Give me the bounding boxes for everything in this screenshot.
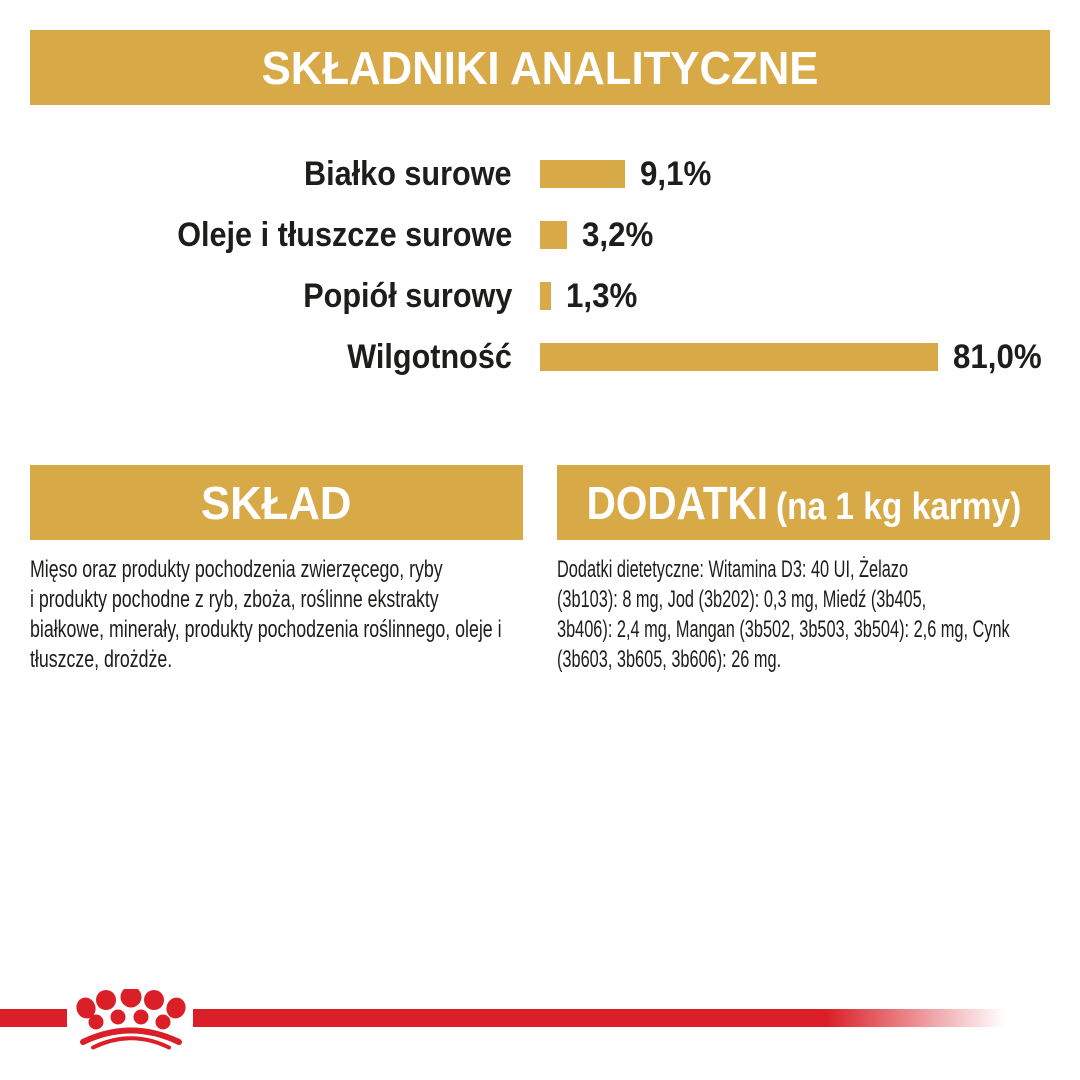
additives-body-text: Dodatki dietetyczne: Witamina D3: 40 UI,… — [557, 556, 1010, 673]
chart-category-label: Oleje i tłuszcze surowe — [176, 216, 512, 254]
composition-header-bar: SKŁAD — [30, 465, 523, 540]
chart-row: Wilgotność 81,0% — [0, 338, 1080, 376]
analytical-constituents-header-bar: SKŁADNIKI ANALITYCZNE — [30, 30, 1050, 105]
chart-category-label: Białko surowe — [304, 155, 512, 193]
chart-bar — [540, 282, 551, 310]
chart-value-label: 1,3% — [566, 277, 638, 315]
royal-canin-crown-paw-icon — [76, 989, 186, 1050]
composition-body-text: Mięso oraz produkty pochodzenia zwierzęc… — [30, 556, 502, 673]
chart-bar — [540, 343, 938, 371]
chart-value-label: 81,0% — [953, 338, 1042, 376]
analytical-constituents-title: SKŁADNIKI ANALITYCZNE — [261, 41, 819, 94]
footer-red-stripe-right — [193, 1009, 1005, 1027]
chart-value-label: 9,1% — [640, 155, 712, 193]
chart-row: Popiół surowy 1,3% — [0, 277, 1080, 315]
chart-category-label: Wilgotność — [347, 338, 512, 376]
additives-title-main: DODATKI — [586, 476, 768, 529]
chart-bar — [540, 160, 625, 188]
additives-header-bar: DODATKI (na 1 kg karmy) — [557, 465, 1050, 540]
additives-title: DODATKI (na 1 kg karmy) — [586, 476, 1021, 530]
footer-red-stripe-left — [0, 1009, 67, 1027]
chart-bar — [540, 221, 567, 249]
additives-title-suffix: (na 1 kg karmy) — [775, 485, 1021, 528]
chart-value-label: 3,2% — [582, 216, 654, 254]
composition-title: SKŁAD — [201, 476, 352, 529]
chart-row: Białko surowe 9,1% — [0, 155, 1080, 193]
chart-category-label: Popiół surowy — [302, 277, 512, 315]
chart-row: Oleje i tłuszcze surowe 3,2% — [0, 216, 1080, 254]
